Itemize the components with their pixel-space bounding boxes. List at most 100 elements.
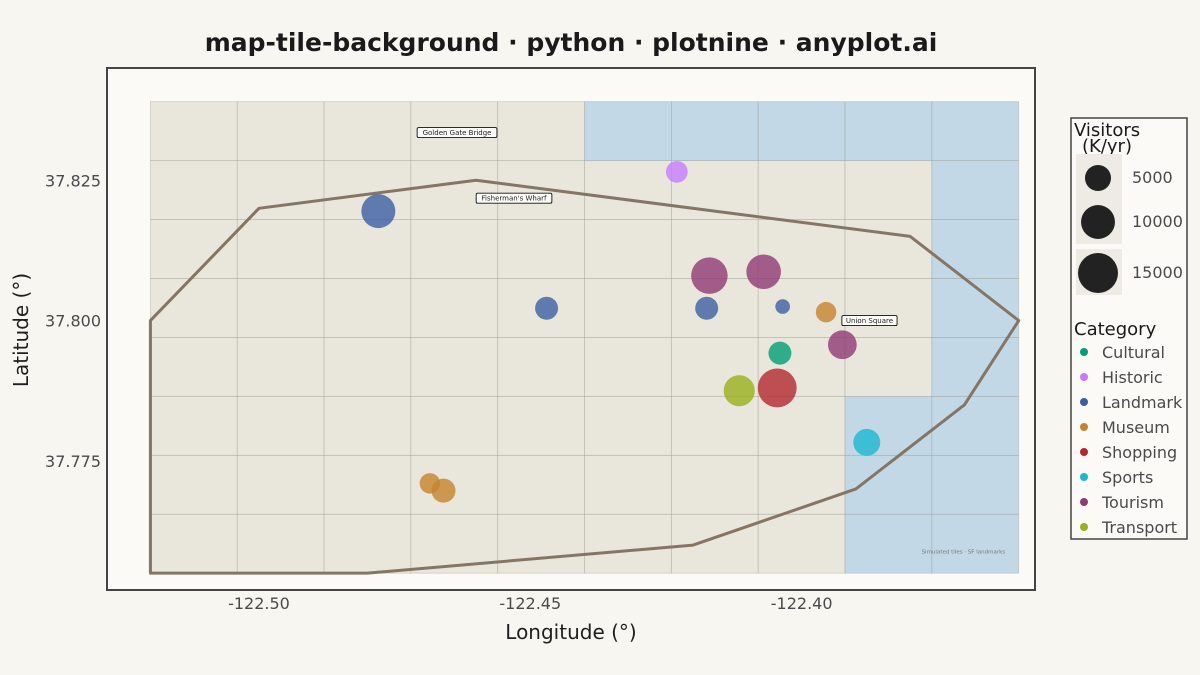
category-legend-swatch xyxy=(1080,523,1088,531)
category-legend-label: Shopping xyxy=(1102,443,1177,462)
category-legend-swatch xyxy=(1080,473,1088,481)
water-tile xyxy=(670,101,759,162)
land-tile xyxy=(497,513,585,574)
land-tile xyxy=(150,278,238,338)
category-legend-label: Transport xyxy=(1101,518,1177,537)
land-tile xyxy=(757,454,846,515)
land-tile xyxy=(323,219,412,279)
land-tile xyxy=(757,160,846,220)
water-tile xyxy=(931,219,1020,279)
category-legend-title: Category xyxy=(1074,319,1157,340)
land-tile xyxy=(150,513,238,574)
land-tile xyxy=(150,219,238,279)
data-point xyxy=(419,473,441,494)
land-tile xyxy=(410,219,499,279)
x-tick-label: -122.40 xyxy=(771,594,833,613)
data-point xyxy=(691,257,728,294)
land-tile xyxy=(584,337,672,397)
data-point xyxy=(827,330,857,360)
land-tile xyxy=(323,513,412,574)
land-tile xyxy=(150,101,238,162)
land-tile xyxy=(844,337,933,397)
land-tile xyxy=(584,219,672,279)
land-tile xyxy=(844,160,933,220)
category-legend-label: Sports xyxy=(1102,468,1153,487)
map-label-text: Fisherman's Wharf xyxy=(482,195,547,203)
y-tick-label: 37.825 xyxy=(45,171,101,190)
land-tile xyxy=(497,337,585,397)
land-tile xyxy=(323,101,412,162)
water-tile xyxy=(584,101,672,162)
land-tile xyxy=(584,278,672,338)
land-tile xyxy=(670,513,759,574)
land-tile xyxy=(757,513,846,574)
land-tile xyxy=(236,219,325,279)
category-legend-swatch xyxy=(1080,423,1088,431)
land-tile xyxy=(584,513,672,574)
land-tile xyxy=(323,278,412,338)
size-legend-title-line1: Visitors xyxy=(1074,120,1140,141)
land-tile xyxy=(497,219,585,279)
land-tile xyxy=(236,278,325,338)
water-tile xyxy=(931,160,1020,220)
boundary-layer xyxy=(148,178,1021,575)
land-tile xyxy=(497,160,585,220)
land-tile xyxy=(584,395,672,456)
data-point xyxy=(723,375,755,407)
x-axis-title: Longitude (°) xyxy=(505,620,636,644)
y-axis-ticks: 37.775 37.800 37.825 xyxy=(45,171,101,471)
land-tile xyxy=(236,395,325,456)
category-legend-swatch xyxy=(1080,398,1088,406)
land-tile xyxy=(410,160,499,220)
data-point xyxy=(768,341,792,365)
water-tile xyxy=(844,101,933,162)
data-point xyxy=(757,368,797,408)
land-tile xyxy=(410,337,499,397)
land-tile xyxy=(670,395,759,456)
map-label: Fisherman's Wharf xyxy=(475,192,553,204)
size-legend-label: 10000 xyxy=(1132,212,1183,231)
map-label: Union Square xyxy=(841,315,898,327)
land-tile xyxy=(236,101,325,162)
land-tile xyxy=(150,160,238,220)
size-legend-label: 15000 xyxy=(1132,263,1183,282)
data-point xyxy=(535,296,559,320)
y-axis-title: Latitude (°) xyxy=(9,273,33,387)
map-label-box xyxy=(841,315,898,327)
land-tile xyxy=(497,454,585,515)
data-point xyxy=(665,160,688,183)
category-legend-swatch xyxy=(1080,348,1088,356)
x-tick-label: -122.50 xyxy=(228,594,290,613)
size-legend-circle xyxy=(1081,205,1115,239)
data-point xyxy=(775,299,790,314)
map-label-text: Golden Gate Bridge xyxy=(423,129,492,137)
data-point xyxy=(746,254,781,290)
water-tile xyxy=(931,513,1020,574)
land-tile xyxy=(670,454,759,515)
water-tile xyxy=(757,101,846,162)
size-legend-circle xyxy=(1084,164,1112,192)
land-tile xyxy=(150,395,238,456)
category-legend-label: Historic xyxy=(1102,368,1163,387)
point-layer xyxy=(361,160,881,503)
map-label-layer: Golden Gate Bridge Fisherman's Wharf Union… xyxy=(416,127,898,327)
data-point xyxy=(695,296,719,320)
land-tile xyxy=(497,101,585,162)
size-legend-label: 5000 xyxy=(1132,168,1173,187)
water-tile xyxy=(931,101,1020,162)
land-tile xyxy=(497,395,585,456)
map-tile-layer xyxy=(150,101,1020,574)
water-tile xyxy=(931,454,1020,515)
category-legend-label: Landmark xyxy=(1102,393,1183,412)
water-tile xyxy=(931,395,1020,456)
land-tile xyxy=(150,337,238,397)
chart-title: map-tile-background · python · plotnine … xyxy=(205,28,938,57)
land-tile xyxy=(150,454,238,515)
land-tile xyxy=(410,395,499,456)
land-tile xyxy=(236,513,325,574)
map-label-text: Union Square xyxy=(846,317,893,325)
y-tick-label: 37.775 xyxy=(45,452,101,471)
water-tile xyxy=(844,513,933,574)
